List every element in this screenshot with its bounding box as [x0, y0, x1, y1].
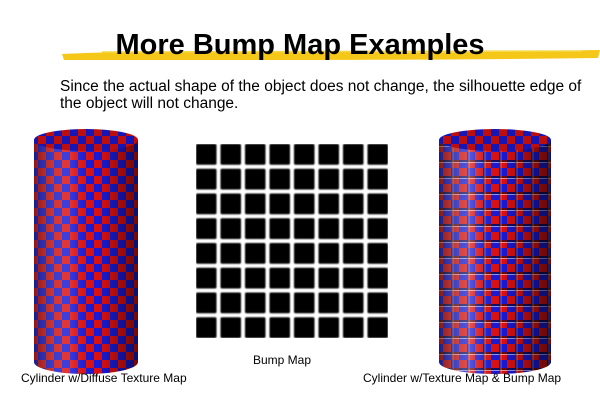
bump-map-tile	[196, 144, 217, 165]
bump-map-tile	[245, 168, 266, 190]
bump-map-tile	[294, 144, 315, 165]
bump-map-tile	[269, 267, 290, 289]
bump-map-tile	[245, 243, 266, 264]
bump-map-tile	[245, 144, 266, 165]
bump-map-tile	[343, 267, 364, 289]
bump-map-tile	[269, 193, 290, 215]
caption-bump-map: Bump Map	[253, 353, 312, 367]
bump-map-tile	[220, 168, 241, 190]
caption-texture-bump: Cylinder w/Texture Map & Bump Map	[363, 371, 562, 385]
bump-map-tile	[318, 267, 339, 289]
bump-map-tile	[269, 292, 290, 314]
bump-map-tile	[294, 193, 315, 215]
slide-subtitle: Since the actual shape of the object doe…	[60, 78, 582, 112]
bump-map-tile	[294, 243, 315, 264]
bump-map-tile	[343, 168, 364, 190]
caption-diffuse-texture: Cylinder w/Diffuse Texture Map	[21, 371, 187, 385]
bump-map-tile	[196, 168, 217, 190]
bump-map-tile	[318, 317, 339, 338]
bump-map-tile	[269, 317, 290, 338]
bump-map-tile	[294, 317, 315, 338]
bump-map-tile	[245, 317, 266, 338]
bump-map-tile	[220, 292, 241, 314]
bump-map-tile	[318, 144, 339, 165]
cylinder-texture-bump-image	[439, 129, 551, 374]
bump-map-tile	[220, 243, 241, 264]
bump-map-tile	[269, 144, 290, 165]
bump-map-tile	[367, 292, 388, 314]
cylinder-diffuse-texture-image	[34, 129, 138, 374]
bump-map-tile	[294, 168, 315, 190]
bump-map-tile	[367, 317, 388, 338]
bump-map-tile	[367, 168, 388, 190]
bump-map-tile	[343, 243, 364, 264]
bump-map-tile	[343, 193, 364, 215]
bump-map-tile	[196, 267, 217, 289]
bump-map-tile	[220, 193, 241, 215]
bump-map-tile	[343, 317, 364, 338]
bump-map-tile	[220, 317, 241, 338]
bump-map-tile	[367, 243, 388, 264]
bump-map-tile	[294, 218, 315, 239]
bump-map-tile	[318, 243, 339, 264]
bump-map-tile	[245, 292, 266, 314]
slide-title: More Bump Map Examples	[115, 29, 485, 61]
bump-map-tile	[269, 218, 290, 239]
bump-map-tile	[245, 218, 266, 239]
bump-map-tile	[367, 267, 388, 289]
bump-map-tile	[269, 168, 290, 190]
bump-map-tile	[196, 243, 217, 264]
bump-map-tile	[220, 267, 241, 289]
bump-map-tile	[245, 193, 266, 215]
bump-map-tile	[343, 292, 364, 314]
bump-map-tile	[220, 218, 241, 239]
bump-map-tile	[220, 144, 241, 165]
bump-map-tile	[318, 168, 339, 190]
bump-map-tile	[367, 193, 388, 215]
bump-map-tile	[269, 243, 290, 264]
bump-map-tile	[196, 317, 217, 338]
bump-map-tile	[294, 267, 315, 289]
bump-map-tile	[343, 218, 364, 239]
bump-map-tile	[318, 193, 339, 215]
bump-map-tile	[294, 292, 315, 314]
bump-map-tile	[245, 267, 266, 289]
bump-map-tile	[367, 144, 388, 165]
bump-map-tile	[318, 218, 339, 239]
bump-map-tile	[196, 218, 217, 239]
bump-map-tile	[196, 292, 217, 314]
bump-map-tile	[343, 144, 364, 165]
bump-map-tile	[318, 292, 339, 314]
bump-map-tile	[367, 218, 388, 239]
bump-map-image	[196, 144, 388, 338]
bump-map-tile	[196, 193, 217, 215]
title-highlight-stroke	[62, 50, 600, 60]
